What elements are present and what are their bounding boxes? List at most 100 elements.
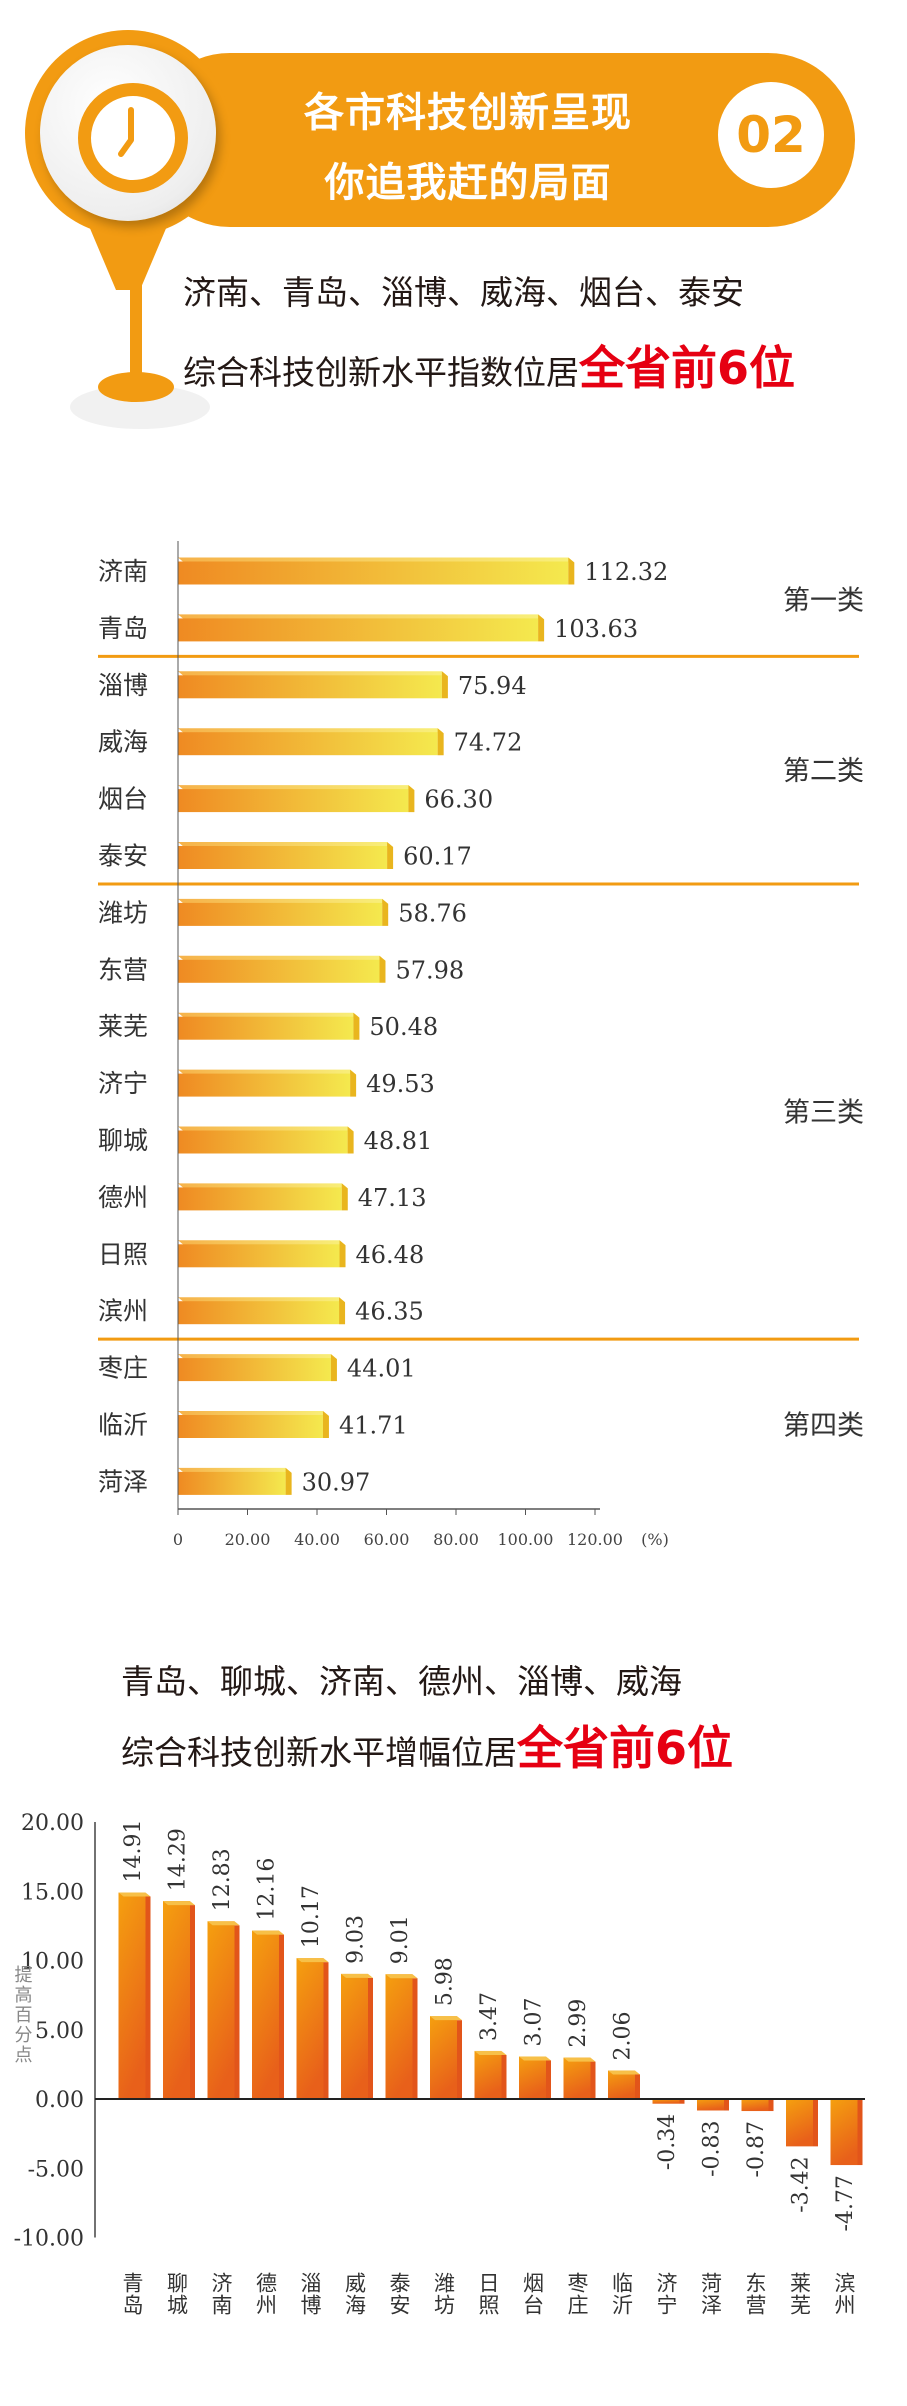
bar-top-face (296, 1958, 329, 1963)
bar-top-face (563, 2057, 596, 2062)
bar (178, 1187, 342, 1211)
bar-side-face (323, 1962, 329, 2099)
value-label: 44.01 (347, 1355, 416, 1383)
group-label: 第二类 (783, 756, 864, 787)
value-label: 41.71 (339, 1412, 408, 1440)
bar (178, 1016, 354, 1040)
category-label: 德州 (254, 2272, 278, 2316)
x-unit-label: (%) (641, 1530, 669, 1549)
value-label: 60.17 (403, 843, 472, 871)
category-label: 枣庄 (565, 2272, 589, 2316)
bar (652, 2099, 680, 2104)
x-tick-label: 20.00 (225, 1530, 271, 1549)
x-tick-label: 120.00 (567, 1530, 623, 1549)
bar (697, 2099, 724, 2111)
category-label: 日照 (98, 1240, 148, 1269)
value-label: 14.91 (121, 1820, 146, 1883)
bar (178, 1415, 323, 1438)
pin-stem (130, 280, 142, 390)
category-label: 临沂 (98, 1411, 148, 1440)
category-label: 莱芜 (788, 2272, 812, 2316)
index-bar-chart: 济南 112.32 青岛 103.63 淄博 75.94 威海 74.72 烟台 66.30 泰安 6… (98, 541, 864, 1549)
value-label: 10.17 (299, 1885, 324, 1948)
category-label: 滨州 (832, 2272, 856, 2316)
bar-side-face (387, 842, 394, 869)
value-label: -0.83 (700, 2120, 725, 2176)
category-label: 青岛 (98, 614, 148, 643)
bar-side-face (857, 2099, 863, 2166)
y-tick-label: -10.00 (14, 2227, 84, 2252)
value-label: 103.63 (554, 615, 638, 643)
bar (178, 959, 380, 983)
value-label: 3.07 (522, 1997, 547, 2046)
value-label: 74.72 (454, 729, 523, 757)
summary1-highlight: 全省前6位 (579, 341, 796, 395)
value-label: 14.29 (166, 1828, 191, 1891)
bar (474, 2050, 502, 2099)
bar (178, 1301, 340, 1325)
bar-side-face (279, 1934, 284, 2099)
bar-side-face (353, 1012, 360, 1040)
summary2-line1: 青岛、聊城、济南、德州、淄博、威海 (121, 1662, 682, 1701)
banner-title-line2: 你追我赶的局面 (324, 160, 612, 206)
bar (178, 561, 569, 585)
x-tick-label: 100.00 (498, 1530, 554, 1549)
value-label: 12.83 (210, 1848, 235, 1911)
bar-side-face (813, 2099, 818, 2147)
value-label: 58.76 (398, 899, 467, 927)
value-label: 46.48 (356, 1241, 425, 1269)
category-label: 聊城 (98, 1126, 148, 1155)
bar (296, 1958, 324, 2099)
summary2-line2: 综合科技创新水平增幅位居全省前6位 (121, 1712, 733, 1778)
value-label: 3.47 (477, 1992, 502, 2041)
bar-top-face (163, 1901, 195, 1906)
bar-side-face (382, 898, 389, 926)
value-label: 2.99 (566, 1999, 591, 2048)
value-label: 9.01 (388, 1915, 413, 1964)
category-label: 德州 (98, 1183, 148, 1212)
category-label: 济南 (209, 2272, 233, 2316)
bar-side-face (368, 1977, 373, 2099)
bar-top-face (178, 728, 444, 734)
bar-top-face (608, 2070, 640, 2075)
bar-side-face (379, 955, 386, 983)
category-label: 威海 (98, 728, 148, 757)
bar (608, 2070, 635, 2099)
x-tick-label: 60.00 (364, 1530, 410, 1549)
bar-top-face (178, 1411, 329, 1416)
bar-top-face (252, 1930, 284, 1935)
bar-top-face (178, 1183, 348, 1189)
bar-top-face (474, 2050, 507, 2055)
bar-top-face (341, 1973, 373, 1978)
bar-side-face (457, 2020, 462, 2099)
bar-side-face (234, 1925, 240, 2099)
value-label: 47.13 (358, 1184, 427, 1212)
y-tick-label: 15.00 (21, 1880, 84, 1905)
bar (178, 846, 388, 869)
value-label: 5.98 (433, 1957, 458, 2006)
x-tick-label: 40.00 (294, 1530, 340, 1549)
bar-top-face (178, 671, 448, 677)
bar-top-face (178, 1126, 354, 1132)
category-label: 淄博 (98, 671, 148, 700)
bar-top-face (118, 1892, 151, 1897)
bar-side-face (568, 557, 575, 585)
bar-top-face (178, 955, 386, 961)
bar (178, 902, 383, 926)
bar (430, 2016, 457, 2099)
category-label: 菏泽 (98, 1467, 148, 1496)
bar (178, 1358, 331, 1382)
bar-side-face (322, 1411, 329, 1438)
bar-side-face (412, 1978, 418, 2099)
bar-top-face (178, 1297, 346, 1303)
category-label: 烟台 (98, 785, 148, 814)
bar-top-face (178, 557, 575, 563)
category-label: 聊城 (165, 2272, 189, 2316)
bar (341, 1973, 368, 2099)
summary2-prefix: 综合科技创新水平增幅位居 (121, 1733, 517, 1772)
y-axis-title: 提高百分点 (12, 1965, 33, 2065)
bar-top-face (430, 2016, 462, 2021)
bar (178, 789, 409, 813)
value-label: -0.34 (655, 2114, 680, 2170)
